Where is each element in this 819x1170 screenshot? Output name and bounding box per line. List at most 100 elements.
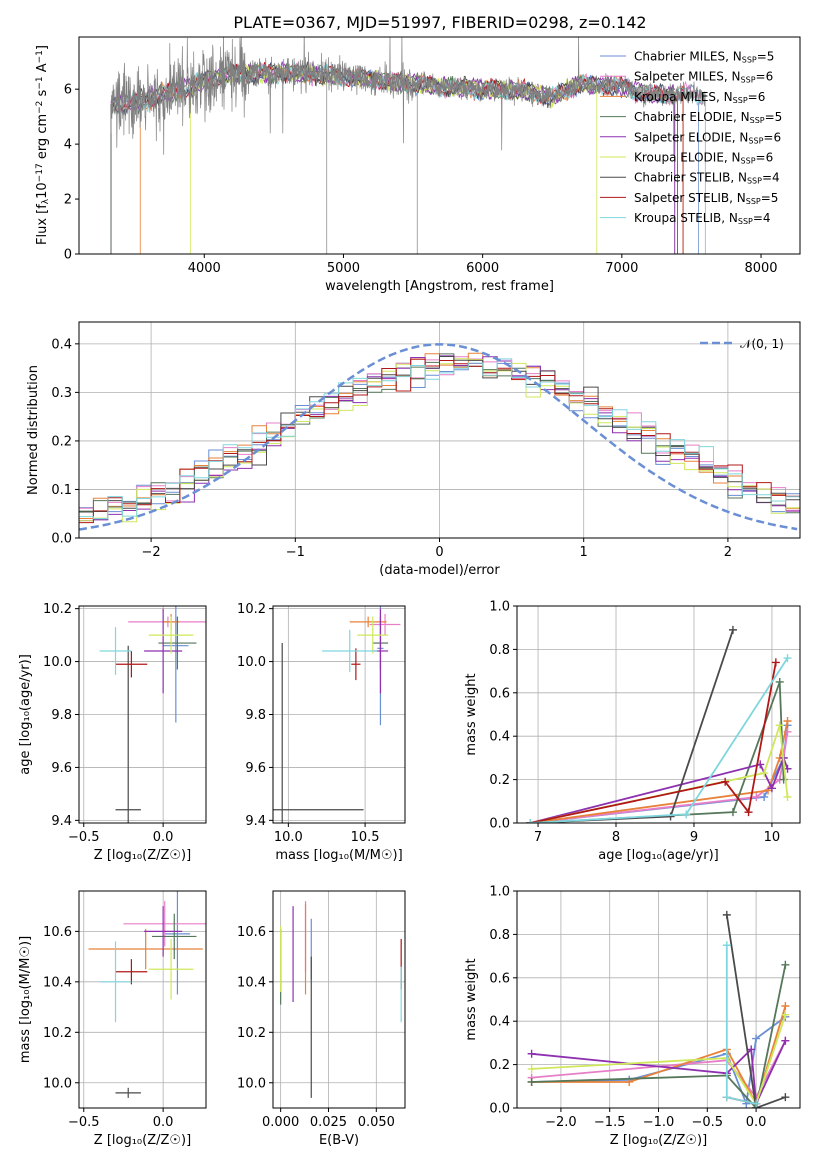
y-tick-label: 0.2 — [489, 773, 510, 788]
plot-area — [273, 606, 401, 823]
x-tick-label: 5000 — [327, 261, 360, 276]
legend-tail: =5 — [761, 191, 779, 205]
axes-frame — [78, 890, 207, 1109]
y-tick-label: 9.4 — [51, 814, 72, 829]
y-tick-label: 10.2 — [237, 602, 266, 617]
figure-title: PLATE=0367, MJD=51997, FIBERID=0298, z=0… — [233, 13, 646, 32]
legend-entry: Chabrier STELIB, NSSP=4 — [634, 171, 780, 186]
weight-marker — [527, 1049, 536, 1058]
x-tick-label: 10 — [764, 830, 781, 845]
y-tick-label: 9.8 — [51, 708, 72, 723]
legend-name: Chabrier STELIB, N — [634, 171, 747, 185]
legend-entry: Salpeter STELIB, NSSP=5 — [634, 191, 778, 206]
y-tick-label: 9.8 — [245, 708, 266, 723]
legend-tail: =5 — [757, 50, 775, 64]
plot-area — [99, 606, 206, 823]
weight-marker — [781, 960, 790, 969]
grid-lines — [79, 606, 206, 823]
x-tick-label: 1 — [580, 545, 588, 560]
mass-vs-extinction-panel: 0.000 0.025 0.050 10.0 10.2 10.4 10.6 E(B-V) — [237, 890, 406, 1148]
y-tick-label: 0 — [64, 248, 72, 263]
x-tick-label: 0 — [435, 545, 443, 560]
axes-frame — [516, 605, 801, 824]
x-axis-label: Z [log₁₀(Z/Z☉)] — [94, 848, 191, 863]
y-tick-label: 10.2 — [43, 602, 72, 617]
y-tick-label: 2 — [64, 193, 72, 208]
y-tick-label: 0.4 — [51, 337, 72, 352]
grid-lines — [273, 891, 405, 1108]
weight-line — [531, 964, 787, 1108]
mass-vs-metallicity-panel: −0.5 0.0 10.0 10.2 10.4 10.6 Z [log₁₀(Z/Z☉)] ma… — [18, 890, 207, 1148]
y-tick-label: 0.3 — [51, 386, 72, 401]
x-tick-label: −1.0 — [643, 1115, 675, 1130]
y-tick-label: 0.6 — [489, 686, 510, 701]
weight-marker — [722, 941, 731, 950]
y-tick-label: 0.8 — [489, 928, 510, 943]
axes-frame — [78, 36, 801, 255]
y-tick-label: 10.0 — [43, 1076, 72, 1091]
legend-name: Salpeter STELIB, N — [634, 191, 746, 205]
x-tick-label: 0.025 — [310, 1115, 347, 1130]
y-axis-label-part: −2 — [35, 101, 45, 114]
weight-marker — [760, 792, 769, 801]
x-tick-label: −1.5 — [594, 1115, 626, 1130]
y-axis-label: age [log₁₀(age/yr)] — [18, 654, 33, 775]
x-axis-label: Z [log₁₀(Z/Z☉)] — [94, 1133, 191, 1148]
plot-area — [79, 343, 800, 531]
weight-marker — [781, 1093, 790, 1102]
weight-line — [531, 1040, 787, 1099]
age-vs-mass-panel: 10.0 10.5 9.4 9.6 9.8 10.0 10.2 mass [log₁₀(M/M… — [237, 602, 406, 863]
legend-sub: SSP — [746, 197, 761, 206]
weight-marker — [666, 812, 675, 821]
y-tick-label: 0.0 — [51, 532, 72, 547]
y-tick-label: 9.6 — [245, 761, 266, 776]
x-axis-label: Z [log₁₀(Z/Z☉)] — [610, 1133, 707, 1148]
x-tick-label: 0.0 — [746, 1115, 767, 1130]
age-vs-metallicity-panel: −0.5 0.0 9.4 9.6 9.8 10.0 10.2 Z [log₁₀(Z/Z☉)] a… — [18, 602, 207, 863]
y-axis-label-part: 10 — [35, 182, 50, 199]
axes: 4000 5000 6000 7000 8000 0 2 4 6 wavelength [Angs… — [35, 36, 801, 294]
model-spectrum-line — [190, 61, 597, 109]
y-tick-label: 1.0 — [489, 600, 510, 615]
axes: −0.5 0.0 10.0 10.2 10.4 10.6 Z [log₁₀(Z/Z☉)] ma… — [18, 890, 207, 1148]
legend-sub: SSP — [747, 177, 762, 186]
weight-marker — [775, 677, 784, 686]
y-axis-label-part: A — [35, 63, 50, 76]
y-tick-label: 0.1 — [51, 483, 72, 498]
y-axis-label: mass weight — [464, 958, 479, 1040]
weight-marker — [728, 808, 737, 817]
y-tick-label: 10.0 — [237, 1076, 266, 1091]
y-tick-label: 9.6 — [51, 761, 72, 776]
plot-area — [527, 910, 790, 1108]
weight-marker — [783, 717, 792, 726]
y-axis-label-part: Flux [f — [35, 204, 50, 245]
y-tick-label: 4 — [64, 138, 72, 153]
legend-entry: 𝒩(0, 1) — [740, 337, 784, 351]
y-tick-label: 0.2 — [51, 434, 72, 449]
legend-entry: Chabrier ELODIE, NSSP=5 — [634, 110, 782, 125]
x-tick-label: 7 — [534, 830, 542, 845]
y-tick-label: 10.6 — [43, 925, 72, 940]
residual-histogram — [79, 358, 800, 520]
weight-marker — [682, 810, 691, 819]
legend-sub: SSP — [741, 76, 756, 85]
x-tick-label: −1 — [286, 545, 305, 560]
legend-name: Salpeter MILES, N — [634, 70, 741, 84]
x-tick-label: −0.5 — [68, 830, 100, 845]
x-axis-label: E(B-V) — [319, 1133, 359, 1148]
legend-sub: SSP — [742, 56, 757, 65]
weight-marker — [744, 808, 753, 817]
y-axis-label-part: s — [35, 89, 50, 100]
legend-name: Salpeter ELODIE, N — [634, 130, 748, 144]
x-tick-label: 0.000 — [262, 1115, 299, 1130]
weight-marker — [526, 819, 535, 823]
y-tick-label: 0.8 — [489, 643, 510, 658]
y-tick-label: 0.0 — [489, 817, 510, 832]
y-axis-label: Normed distribution — [26, 365, 41, 495]
legend-tail: =4 — [762, 171, 780, 185]
legend-name: Kroupa ELODIE, N — [634, 151, 741, 165]
weight-line — [530, 681, 785, 823]
weight-marker — [527, 1077, 536, 1086]
